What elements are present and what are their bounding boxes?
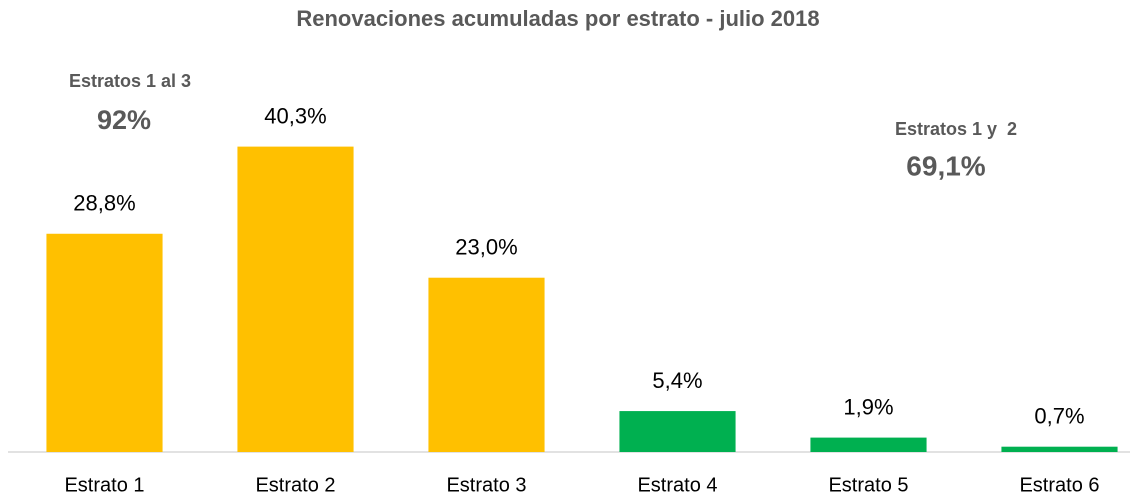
bar bbox=[428, 277, 545, 452]
x-tick-label: Estrato 5 bbox=[828, 474, 908, 496]
value-label: 5,4% bbox=[652, 368, 702, 393]
annotation-value: 69,1% bbox=[906, 150, 985, 181]
value-label: 1,9% bbox=[843, 394, 893, 419]
value-label: 28,8% bbox=[73, 191, 135, 216]
x-tick-label: Estrato 6 bbox=[1019, 474, 1099, 496]
annotation-title: Estratos 1 y 2 bbox=[895, 119, 1017, 139]
bar bbox=[237, 146, 354, 453]
bar bbox=[1001, 446, 1118, 452]
value-label: 40,3% bbox=[264, 103, 326, 128]
chart-title: Renovaciones acumuladas por estrato - ju… bbox=[296, 6, 819, 31]
x-tick-label: Estrato 3 bbox=[446, 474, 526, 496]
annotation-title: Estratos 1 al 3 bbox=[69, 71, 191, 91]
bar bbox=[46, 233, 163, 452]
bar bbox=[619, 411, 736, 452]
annotation-value: 92% bbox=[97, 105, 151, 135]
x-tick-label: Estrato 4 bbox=[637, 474, 717, 496]
bar bbox=[810, 437, 927, 452]
value-label: 23,0% bbox=[455, 235, 517, 260]
x-tick-label: Estrato 1 bbox=[64, 474, 144, 496]
x-tick-label: Estrato 2 bbox=[255, 474, 335, 496]
value-label: 0,7% bbox=[1034, 404, 1084, 429]
